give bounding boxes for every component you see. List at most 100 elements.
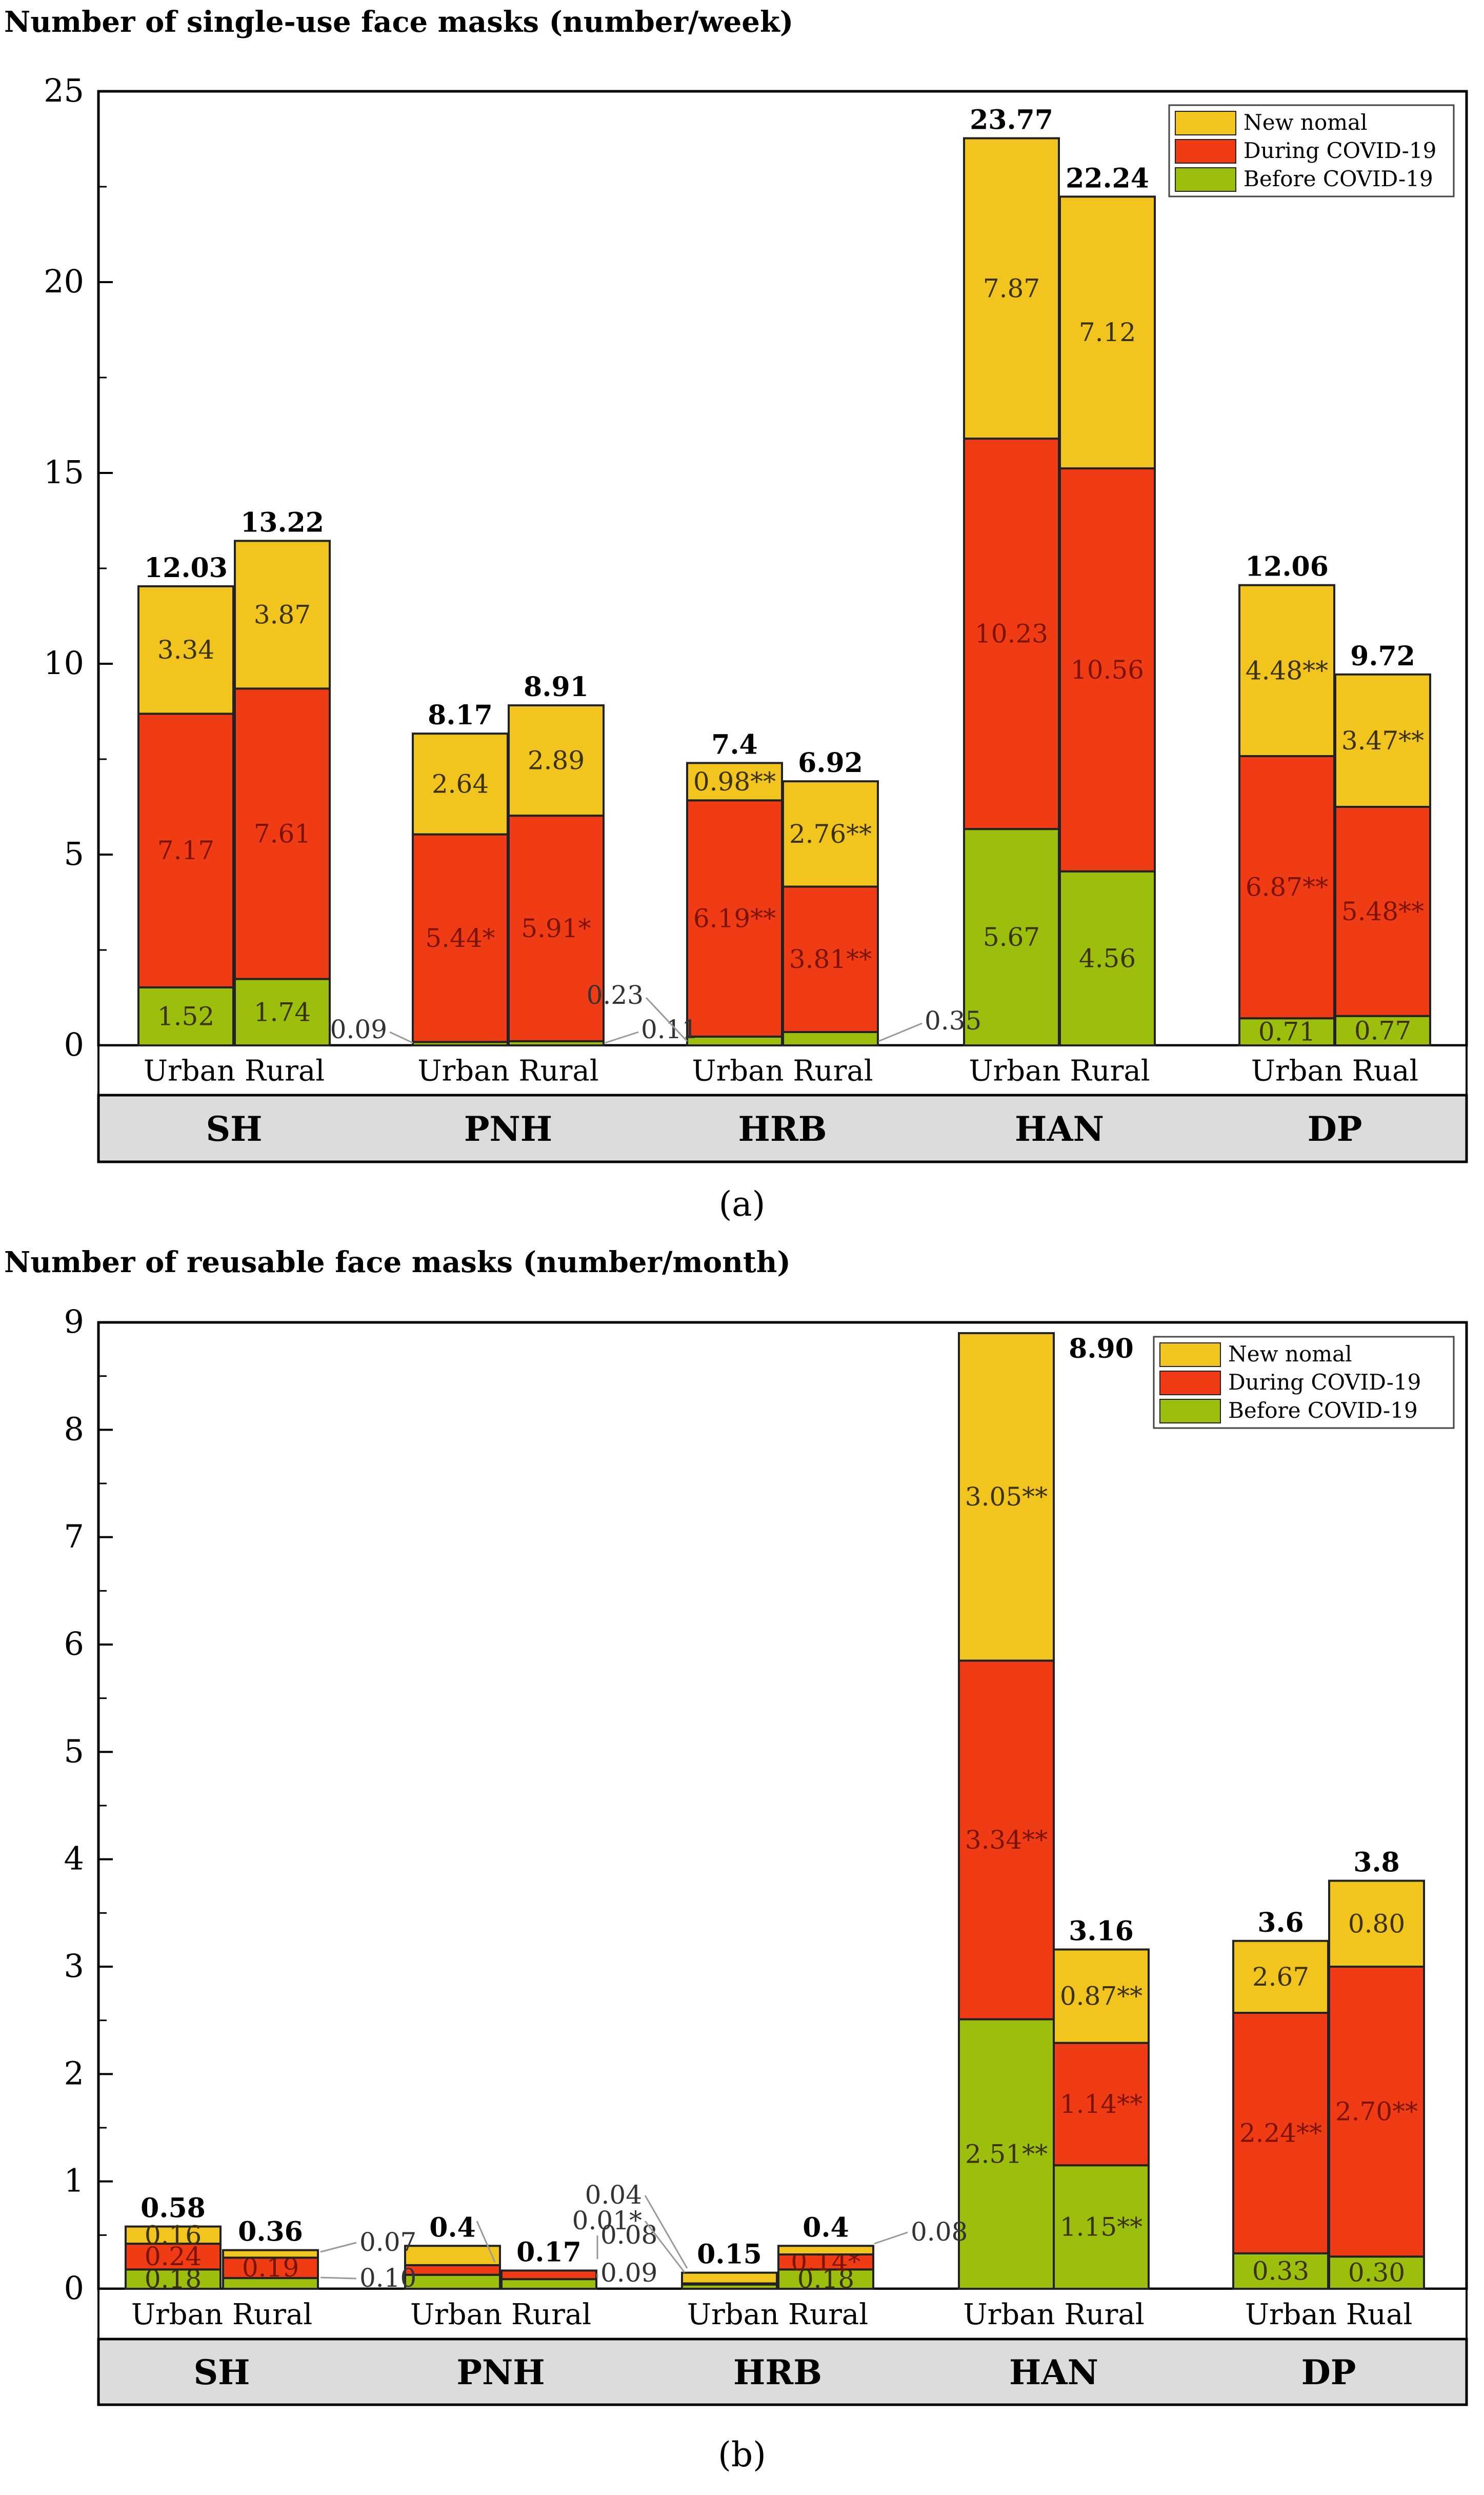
y-tick-label: 7 — [64, 1518, 84, 1555]
bar-sh-rural: 0.190.36 — [222, 2216, 319, 2290]
category-label: Urban Rural — [692, 1055, 873, 1088]
chart-title: Number of single-use face masks (number/… — [4, 5, 793, 39]
chart-panel-b: Number of reusable face masks (number/mo… — [4, 1245, 1468, 2474]
y-tick-label: 20 — [44, 263, 84, 300]
y-tick-label: 0 — [64, 1026, 84, 1063]
group-label: DP — [1301, 2352, 1356, 2392]
bar-segment-before-covid-19 — [958, 2018, 1055, 2290]
bar-segment-new-nomal — [782, 780, 879, 888]
panel-caption: (a) — [719, 1184, 766, 1224]
bar-segment-new-nomal — [958, 1332, 1055, 1662]
segment-value-label: 0.16 — [145, 2220, 202, 2250]
y-tick-label: 15 — [44, 453, 84, 491]
bar-han-rural: 4.56 10.56 7.12 22.24 — [1059, 163, 1156, 1046]
bar-segment-before-covid-19 — [1053, 2164, 1150, 2290]
label-leader-line — [605, 1031, 639, 1044]
bar-hrb-urban: 0.15 — [681, 2239, 778, 2290]
bar-segment-during-covid-19 — [234, 687, 331, 980]
bar-hrb-urban: 6.19** 0.98** 7.4 — [686, 729, 783, 1046]
segment-value-label: 0.24 — [145, 2242, 202, 2271]
category-label: Urban Rual — [1251, 1055, 1419, 1088]
bar-total-label: 0.58 — [141, 2193, 206, 2224]
bar-segment-during-covid-19 — [1328, 1966, 1425, 2258]
legend-label: New nomal — [1244, 110, 1368, 135]
group-label: HRB — [733, 2352, 822, 2392]
segment-value-label: 3.87 — [254, 600, 311, 629]
segment-value-label: 3.34 — [157, 635, 214, 665]
label-leader-line — [320, 2242, 357, 2253]
label-leader-line — [645, 997, 688, 1042]
chart-panel-a: Number of single-use face masks (number/… — [4, 5, 1468, 1224]
group-label: SH — [206, 1109, 262, 1149]
bar-segment-new-nomal — [1238, 584, 1335, 758]
bar-segment-during-covid-19 — [963, 438, 1060, 830]
bar-dp-rual: 0.30 2.70** 0.80 3.8 — [1328, 1847, 1425, 2290]
bar-total-label: 8.91 — [524, 671, 589, 703]
bar-total-label: 8.90 — [1069, 1333, 1134, 1364]
bar-segment-during-covid-19 — [686, 799, 783, 1038]
bar-total-label: 0.17 — [516, 2236, 581, 2268]
chart-title: Number of reusable face masks (number/mo… — [4, 1245, 791, 1279]
y-tick-label: 9 — [64, 1303, 84, 1340]
y-tick-label: 2 — [64, 2054, 84, 2092]
bar-hrb-rural: 0.180.14*0.4 — [777, 2212, 874, 2294]
legend-swatch — [1159, 1342, 1221, 1367]
bar-segment-new-nomal — [777, 2245, 874, 2256]
bar-segment-before-covid-19 — [686, 1035, 783, 1046]
segment-value-label: 10.23 — [975, 619, 1048, 649]
bar-total-label: 12.06 — [1245, 551, 1329, 583]
bar-total-label: 3.8 — [1353, 1847, 1399, 1878]
segment-value-label: 5.44* — [425, 923, 495, 953]
bar-segment-new-nomal — [404, 2245, 501, 2266]
segment-value-label: 2.89 — [528, 746, 585, 776]
segment-value-label: 4.56 — [1079, 943, 1136, 973]
bar-han-rural: 1.15** 1.14** 0.87** 3.16 — [1053, 1916, 1150, 2290]
group-band — [97, 1094, 1468, 1163]
bar-segment-before-covid-19 — [782, 1031, 879, 1046]
y-tick-label: 5 — [64, 835, 84, 873]
bar-segment-new-nomal — [412, 732, 509, 836]
legend-swatch — [1175, 167, 1236, 192]
group-label: HAN — [1009, 2352, 1098, 2392]
bar-total-label: 0.4 — [429, 2212, 475, 2243]
external-value-label: 0.08 — [911, 2217, 968, 2247]
label-leader-line — [644, 2195, 688, 2269]
bar-segment-new-nomal — [1334, 673, 1431, 808]
legend-label: During COVID-19 — [1244, 138, 1436, 163]
bar-segment-before-covid-19 — [963, 828, 1060, 1046]
bar-segment-before-covid-19 — [500, 2278, 597, 2290]
segment-value-label: 0.33 — [1252, 2256, 1309, 2286]
bar-pnh-rural: 5.91* 2.89 8.91 — [508, 671, 605, 1047]
category-label: Urban Rural — [144, 1055, 325, 1088]
y-tick-label: 1 — [64, 2162, 84, 2200]
segment-value-label: 2.70** — [1335, 2097, 1418, 2127]
y-tick-label: 4 — [64, 1840, 84, 1877]
bar-segment-during-covid-19 — [404, 2264, 501, 2276]
category-label: Urban Rural — [410, 2298, 591, 2331]
external-value-label: 0.11 — [641, 1015, 698, 1044]
label-leader-line — [476, 2221, 496, 2263]
bar-segment-during-covid-19 — [508, 815, 605, 1042]
legend-swatch — [1159, 1399, 1221, 1423]
bar-total-label: 0.36 — [238, 2216, 303, 2248]
segment-value-label: 2.24** — [1239, 2118, 1322, 2148]
segment-value-label: 2.76** — [789, 819, 872, 849]
bar-segment-new-nomal — [137, 585, 234, 715]
segment-value-label: 7.87 — [983, 273, 1040, 303]
bar-segment-before-covid-19 — [1334, 1015, 1431, 1047]
bar-total-label: 22.24 — [1066, 163, 1149, 194]
label-leader-line — [389, 1031, 413, 1044]
segment-value-label: 7.17 — [157, 836, 214, 865]
bar-segment-during-covid-19 — [777, 2253, 874, 2271]
bar-total-label: 9.72 — [1350, 641, 1415, 672]
bar-total-label: 6.92 — [798, 747, 863, 779]
y-tick-label: 0 — [64, 2269, 84, 2307]
bar-segment-new-nomal — [681, 2271, 778, 2285]
segment-value-label: 3.05** — [965, 1482, 1048, 1512]
category-label: Urban Rural — [969, 1055, 1150, 1088]
bar-total-label: 12.03 — [144, 552, 228, 584]
segment-value-label: 2.67 — [1252, 1962, 1309, 1992]
group-label: HAN — [1015, 1109, 1104, 1149]
bar-segment-new-nomal — [125, 2225, 222, 2245]
legend-swatch — [1159, 1371, 1221, 1395]
